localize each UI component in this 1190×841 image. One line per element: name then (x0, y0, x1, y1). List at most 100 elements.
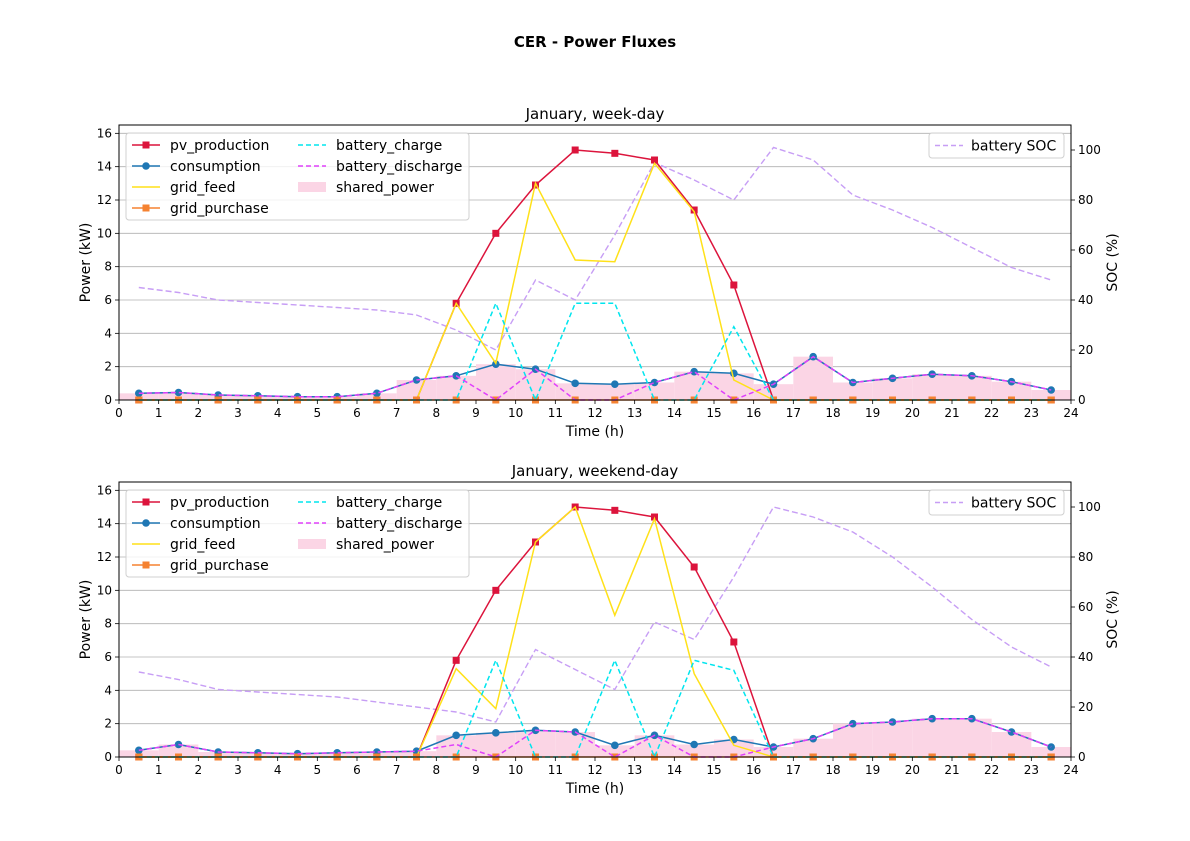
shared-power-bar (991, 732, 1032, 757)
shared-power-bar (1031, 390, 1071, 400)
x-tick-label: 9 (472, 763, 480, 777)
shared-power-bar (714, 739, 754, 757)
pv-production-point (611, 149, 619, 157)
shared-power-bar (952, 718, 992, 757)
x-tick-label: 17 (786, 763, 801, 777)
shared-power-bar (833, 382, 873, 400)
x-tick-label: 14 (667, 763, 682, 777)
plot-title: January, weekend-day (511, 462, 679, 480)
shared-power-bar (912, 374, 952, 400)
y2-tick-label: 80 (1078, 550, 1093, 564)
consumption-point (492, 729, 500, 737)
x-axis-label: Time (h) (565, 781, 625, 797)
legend-label: consumption (170, 159, 261, 175)
legend-marker (142, 204, 150, 212)
shared-power-bar (793, 738, 833, 757)
legend-label: consumption (170, 516, 261, 532)
shared-power-bar (436, 375, 476, 400)
x-tick-label: 23 (1024, 763, 1039, 777)
soc-legend-box (928, 489, 1065, 516)
legend-label: grid_feed (170, 537, 235, 553)
legend-marker (142, 141, 150, 149)
shared-power-bar (595, 384, 635, 400)
x-axis-label: Time (h) (565, 424, 625, 440)
shared-power-bar (555, 383, 595, 400)
x-tick-label: 2 (195, 763, 203, 777)
shared-power-bar (991, 381, 1032, 400)
x-tick-label: 7 (393, 406, 401, 420)
battery-discharge-line (138, 355, 1052, 401)
consumption-point (650, 378, 659, 387)
legend-label: grid_purchase (170, 558, 269, 574)
x-tick-label: 24 (1063, 763, 1078, 777)
legend-swatch (298, 539, 326, 549)
y2-tick-label: 40 (1078, 293, 1093, 307)
y-tick-label: 2 (104, 717, 112, 731)
x-tick-label: 13 (627, 763, 642, 777)
consumption-point (452, 731, 460, 740)
y-tick-label: 2 (104, 360, 112, 374)
y2-tick-label: 0 (1078, 393, 1086, 407)
pv-production-point (651, 156, 658, 164)
plot-title: January, week-day (525, 105, 665, 123)
y-tick-label: 8 (104, 617, 112, 631)
x-tick-label: 5 (314, 406, 322, 420)
pv-production-point (730, 638, 738, 646)
figure-title: CER - Power Fluxes (514, 33, 676, 51)
legend-label: pv_production (170, 495, 269, 511)
legend-label: battery_charge (336, 495, 442, 511)
legend-marker (142, 162, 150, 170)
battery-soc-line (138, 146, 1052, 351)
legend-marker (142, 561, 150, 569)
x-tick-label: 12 (587, 763, 602, 777)
x-tick-label: 13 (627, 406, 642, 420)
x-tick-label: 15 (706, 406, 721, 420)
legend-box (125, 132, 470, 221)
x-tick-label: 20 (905, 406, 920, 420)
x-tick-label: 11 (548, 763, 563, 777)
battery-soc-line (138, 506, 1052, 723)
shared-power-bar (872, 722, 913, 757)
y-tick-label: 16 (97, 126, 112, 140)
chart-weekend: 0 1 2 3 4 5 6 7 8 9 10 11 12 13 14 15 16 17 18 19 20 21 22 23 24… (78, 462, 1121, 797)
shared-power-bar (952, 375, 992, 400)
pv-production-point (690, 563, 698, 571)
legend-label: pv_production (170, 138, 269, 154)
x-tick-label: 5 (314, 763, 322, 777)
x-tick-label: 11 (548, 406, 563, 420)
y2-tick-label: 60 (1078, 600, 1093, 614)
x-tick-label: 2 (195, 406, 203, 420)
x-tick-label: 24 (1063, 406, 1078, 420)
legend-label: battery_discharge (336, 159, 462, 175)
y2-tick-label: 0 (1078, 750, 1086, 764)
y-tick-label: 14 (97, 517, 112, 531)
legend-marker (142, 519, 150, 527)
y-tick-label: 12 (97, 193, 112, 207)
pv-production-point (492, 586, 500, 594)
consumption-point (571, 379, 579, 388)
pv-production-point (571, 146, 579, 154)
x-tick-label: 15 (706, 763, 721, 777)
shared-power-bar (753, 747, 794, 757)
shared-power-bar (674, 744, 714, 757)
y-tick-label: 10 (97, 583, 112, 597)
y-tick-label: 0 (104, 393, 112, 407)
x-tick-label: 20 (905, 763, 920, 777)
y-tick-label: 6 (104, 650, 112, 664)
x-tick-label: 16 (746, 763, 761, 777)
x-tick-label: 4 (274, 406, 282, 420)
shared-power-bar (753, 384, 794, 400)
x-tick-label: 6 (353, 763, 361, 777)
legend-label: battery_charge (336, 138, 442, 154)
y-tick-label: 12 (97, 550, 112, 564)
x-tick-label: 16 (746, 406, 761, 420)
battery-discharge-line (138, 717, 1052, 758)
x-tick-label: 19 (865, 406, 880, 420)
x-tick-label: 8 (433, 763, 441, 777)
consumption-point (849, 719, 857, 728)
x-tick-label: 10 (508, 406, 523, 420)
y-tick-label: 6 (104, 293, 112, 307)
y2-tick-label: 60 (1078, 243, 1093, 257)
y-axis-label: Power (kW) (78, 580, 94, 660)
chart-weekday: 0 1 2 3 4 5 6 7 8 9 10 11 12 13 14 15 16 17 18 19 20 21 22 23 24… (78, 105, 1121, 440)
